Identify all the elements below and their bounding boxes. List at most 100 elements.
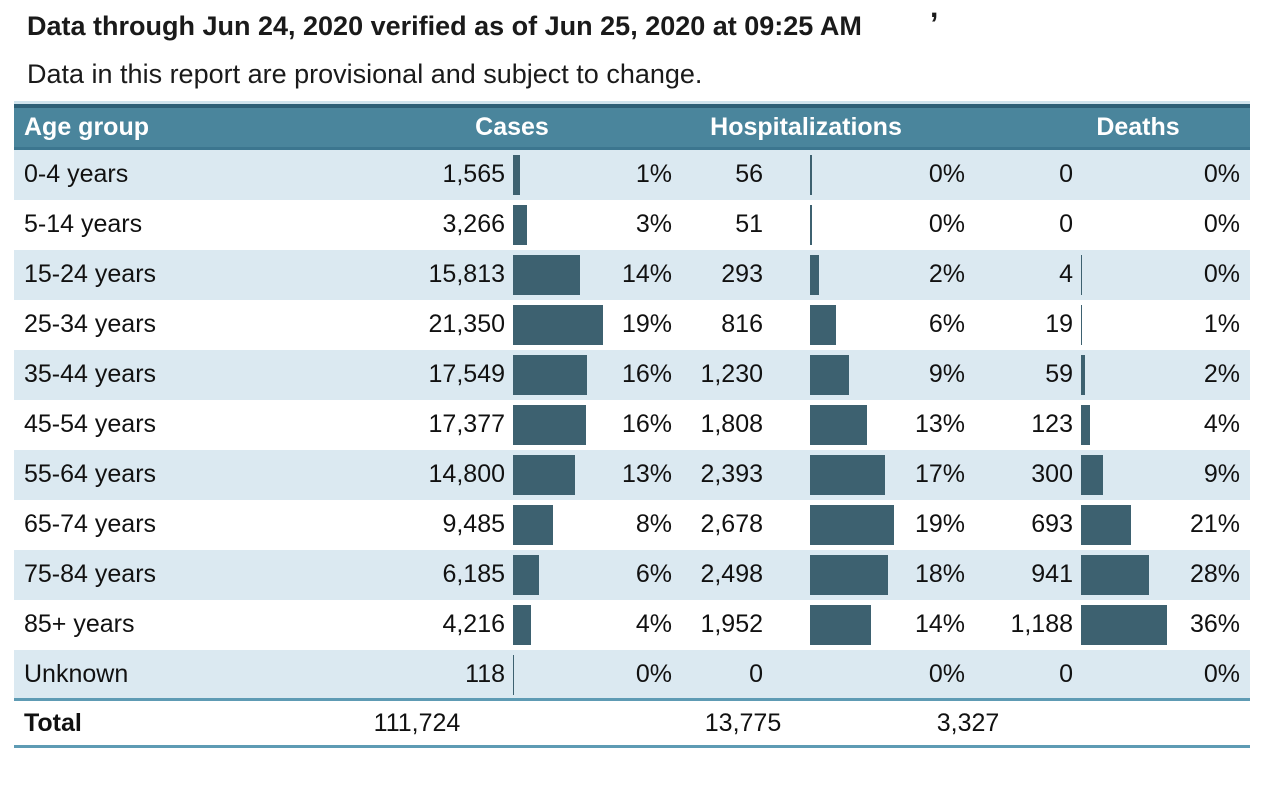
deaths-bar-cell	[1073, 400, 1170, 450]
table-top-rule	[14, 100, 1250, 104]
cases-bar-cell	[505, 650, 615, 700]
deaths-count: 4	[1059, 260, 1073, 289]
cases-percent: 16%	[621, 360, 672, 389]
clipped-text-fragment: ,	[930, 0, 939, 24]
table-row: Unknown 118 0% 0 0% 0 0%	[14, 649, 1250, 700]
hospitalizations-bar-cell	[763, 250, 910, 300]
age-group-table: Age group Cases Hospitalizations Deaths …	[14, 103, 1250, 748]
hospitalizations-percent: 13%	[914, 410, 965, 439]
age-group-label: 75-84 years	[24, 560, 157, 589]
hospitalizations-percent: 0%	[928, 210, 965, 239]
deaths-count: 19	[1045, 310, 1073, 339]
age-group-label: 0-4 years	[24, 160, 129, 189]
deaths-percent: 0%	[1203, 160, 1240, 189]
cases-count: 14,800	[428, 460, 505, 489]
hospitalizations-percent: 6%	[928, 310, 965, 339]
hospitalizations-bar-cell	[763, 150, 910, 200]
total-row: Total 111,724 13,775 3,327	[14, 700, 1250, 745]
age-group-label: 5-14 years	[24, 210, 143, 239]
deaths-count: 123	[1031, 410, 1073, 439]
hospitalizations-bar	[810, 404, 867, 445]
column-header-deaths: Deaths	[1096, 112, 1180, 141]
cases-bar-cell	[505, 300, 615, 350]
hospitalizations-bar-cell	[763, 400, 910, 450]
table-header-row: Age group Cases Hospitalizations Deaths	[14, 103, 1250, 150]
deaths-count: 0	[1059, 160, 1073, 189]
hospitalizations-percent: 9%	[928, 360, 965, 389]
hospitalizations-bar	[810, 554, 889, 595]
age-group-label: 15-24 years	[24, 260, 157, 289]
cases-count: 6,185	[442, 560, 505, 589]
deaths-bar-cell	[1073, 350, 1170, 400]
report-title-line1: Data through Jun 24, 2020 verified as of…	[27, 11, 862, 41]
hospitalizations-bar-cell	[763, 200, 910, 250]
cases-count: 17,377	[428, 410, 505, 439]
cases-count: 118	[465, 660, 505, 689]
cases-percent: 19%	[621, 310, 672, 339]
table-body: 0-4 years 1,565 1% 56 0% 0 0% 5-14 years 3,266 3%…	[14, 149, 1250, 700]
cases-percent: 13%	[621, 460, 672, 489]
cases-bar-cell	[505, 150, 615, 200]
hospitalizations-bar-cell	[763, 500, 910, 550]
deaths-bar-cell	[1073, 500, 1170, 550]
table-row: 5-14 years 3,266 3% 51 0% 0 0%	[14, 200, 1250, 250]
hospitalizations-count: 816	[721, 310, 763, 339]
deaths-count: 0	[1059, 660, 1073, 689]
hospitalizations-count: 1,808	[700, 410, 763, 439]
table-row: 35-44 years 17,549 16% 1,230 9% 59 2%	[14, 349, 1250, 400]
hospitalizations-bar-cell	[763, 450, 910, 500]
deaths-bar	[1081, 354, 1086, 395]
hospitalizations-percent: 14%	[914, 610, 965, 639]
hospitalizations-count: 2,498	[700, 560, 763, 589]
cases-bar	[513, 504, 553, 545]
cases-percent: 8%	[635, 510, 672, 539]
cases-bar	[513, 254, 580, 295]
deaths-bar-cell	[1073, 450, 1170, 500]
cases-count: 9,485	[442, 510, 505, 539]
table-row: 45-54 years 17,377 16% 1,808 13% 123 4%	[14, 400, 1250, 450]
total-bottom-rule	[14, 744, 1250, 748]
cases-bar-cell	[505, 500, 615, 550]
cases-bar	[513, 204, 527, 245]
deaths-bar	[1081, 304, 1083, 345]
deaths-percent: 4%	[1203, 410, 1240, 439]
hospitalizations-count: 56	[735, 160, 763, 189]
hospitalizations-bar	[810, 354, 849, 395]
deaths-count: 941	[1031, 560, 1073, 589]
deaths-percent: 36%	[1189, 610, 1240, 639]
hospitalizations-bar	[810, 204, 812, 245]
cases-bar-cell	[505, 400, 615, 450]
hospitalizations-percent: 18%	[914, 560, 965, 589]
hospitalizations-bar	[810, 254, 820, 295]
total-top-rule	[14, 697, 1250, 701]
age-group-label: Unknown	[24, 660, 129, 689]
deaths-bar	[1081, 454, 1103, 495]
cases-bar	[513, 354, 587, 395]
report-title-line2: Data in this report are provisional and …	[27, 59, 703, 90]
cases-bar	[513, 654, 514, 695]
cases-bar	[513, 154, 520, 195]
cases-percent: 4%	[635, 610, 672, 639]
hospitalizations-bar-cell	[763, 300, 910, 350]
age-group-label: 45-54 years	[24, 410, 157, 439]
hospitalizations-percent: 19%	[914, 510, 965, 539]
hospitalizations-count: 1,952	[700, 610, 763, 639]
deaths-percent: 0%	[1203, 210, 1240, 239]
deaths-bar-cell	[1073, 550, 1170, 600]
age-group-label: 65-74 years	[24, 510, 157, 539]
table-row: 75-84 years 6,185 6% 2,498 18% 941 28%	[14, 549, 1250, 600]
cases-count: 3,266	[442, 210, 505, 239]
cases-bar-cell	[505, 350, 615, 400]
cases-bar-cell	[505, 250, 615, 300]
cases-count: 17,549	[428, 360, 505, 389]
hospitalizations-bar-cell	[763, 350, 910, 400]
cases-bar-cell	[505, 200, 615, 250]
cases-percent: 16%	[621, 410, 672, 439]
hospitalizations-count: 51	[735, 210, 763, 239]
deaths-bar	[1081, 554, 1150, 595]
hospitalizations-bar-cell	[763, 650, 910, 700]
deaths-bar	[1081, 604, 1167, 645]
deaths-percent: 2%	[1203, 360, 1240, 389]
hospitalizations-bar	[810, 154, 812, 195]
cases-bar	[513, 304, 603, 345]
